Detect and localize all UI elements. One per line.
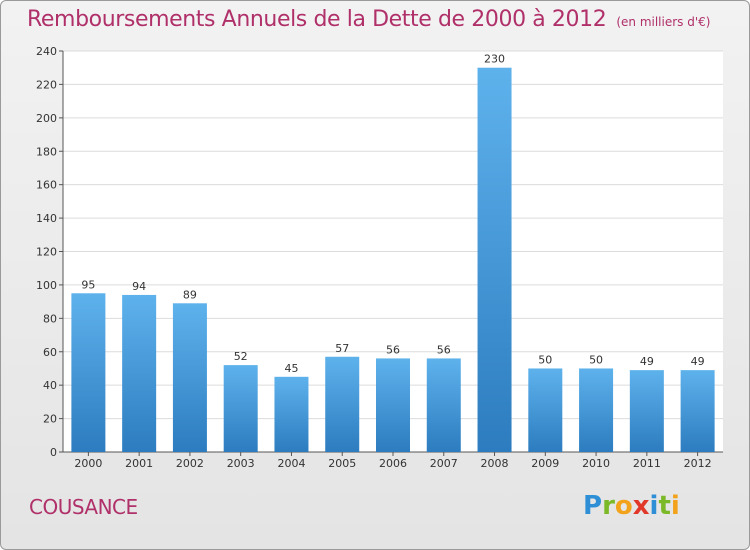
y-tick-label: 220 — [36, 78, 57, 91]
bar — [325, 356, 360, 452]
data-label: 57 — [335, 342, 349, 355]
unit-label: (en milliers d'€) — [616, 15, 711, 29]
bar — [223, 365, 258, 452]
y-tick-label: 140 — [36, 212, 57, 225]
x-tick-label: 2008 — [481, 457, 509, 470]
bar — [680, 370, 715, 452]
bar — [71, 293, 106, 452]
logo-letter: P — [583, 491, 603, 521]
x-tick-label: 2005 — [328, 457, 356, 470]
y-tick-label: 60 — [43, 346, 57, 359]
plot-area: 0 20 40 60 80 100 120 140 160 180 200 220 240 95 2000 9… — [36, 45, 723, 470]
bar — [122, 294, 157, 452]
chart-title-text: Remboursements Annuels de la Dette de 20… — [27, 7, 607, 32]
y-tick-label: 200 — [36, 112, 57, 125]
bar — [172, 303, 207, 452]
data-label: 230 — [484, 53, 505, 66]
logo-letter: x — [632, 491, 650, 521]
data-label: 56 — [386, 343, 400, 356]
y-tick-label: 180 — [36, 145, 57, 158]
x-tick-label: 2007 — [430, 457, 458, 470]
x-tick-label: 2011 — [633, 457, 661, 470]
data-label: 89 — [183, 288, 197, 301]
bar — [629, 370, 664, 452]
bar — [528, 368, 563, 452]
bar — [376, 358, 410, 452]
data-label: 50 — [538, 353, 552, 366]
y-tick-label: 80 — [43, 312, 57, 325]
y-tick-label: 240 — [36, 45, 57, 58]
x-tick-label: 2001 — [125, 457, 153, 470]
bar — [274, 376, 309, 452]
y-tick-label: 120 — [36, 246, 57, 259]
chart-title: Remboursements Annuels de la Dette de 20… — [27, 7, 710, 32]
x-tick-label: 2000 — [74, 457, 102, 470]
y-tick-label: 20 — [43, 413, 57, 426]
bar — [426, 358, 461, 452]
bar — [579, 368, 614, 452]
logo-letter: i — [649, 491, 659, 521]
x-tick-label: 2009 — [531, 457, 559, 470]
data-label: 49 — [691, 355, 705, 368]
data-label: 94 — [132, 280, 146, 293]
logo-letter: r — [602, 491, 615, 521]
logo-letter: i — [670, 491, 680, 521]
logo-letter: o — [614, 491, 633, 521]
y-tick-label: 40 — [43, 379, 57, 392]
y-tick-label: 160 — [36, 179, 57, 192]
logo-letter: t — [658, 491, 671, 521]
bar — [477, 67, 512, 452]
data-label: 52 — [234, 350, 248, 363]
proxiti-logo: Proxiti — [583, 491, 680, 521]
data-label: 49 — [640, 355, 654, 368]
x-tick-label: 2006 — [379, 457, 407, 470]
data-label: 56 — [437, 343, 451, 356]
data-label: 45 — [284, 362, 298, 375]
data-label: 95 — [81, 278, 95, 291]
data-label: 50 — [589, 353, 603, 366]
y-tick-label: 100 — [36, 279, 57, 292]
x-tick-label: 2012 — [684, 457, 712, 470]
y-tick-label: 0 — [50, 446, 57, 459]
place-name: COUSANCE — [29, 495, 138, 519]
x-tick-label: 2002 — [176, 457, 204, 470]
x-tick-label: 2004 — [277, 457, 305, 470]
x-tick-label: 2010 — [582, 457, 610, 470]
x-tick-label: 2003 — [227, 457, 255, 470]
